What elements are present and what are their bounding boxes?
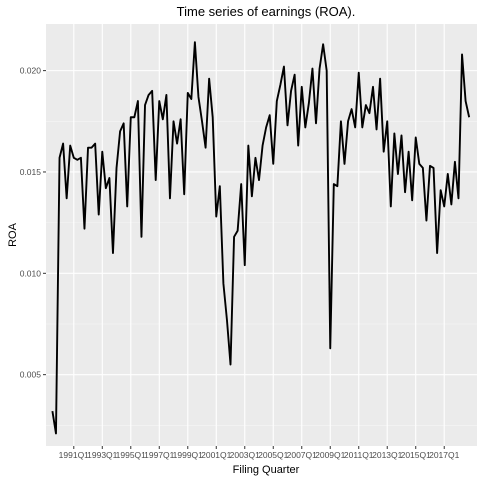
x-tick-label: 2007Q1 xyxy=(287,450,318,460)
chart-title: Time series of earnings (ROA). xyxy=(177,4,356,19)
x-tick-label: 1993Q1 xyxy=(87,450,118,460)
x-tick-label: 1991Q1 xyxy=(59,450,90,460)
y-tick-label: 0.010 xyxy=(20,268,42,278)
x-tick-label: 2017Q1 xyxy=(429,450,460,460)
x-axis-title: Filing Quarter xyxy=(233,464,300,476)
y-axis-title: ROA xyxy=(7,222,19,247)
x-tick-label: 2005Q1 xyxy=(258,450,289,460)
x-tick-label: 2015Q1 xyxy=(401,450,432,460)
series-line xyxy=(51,41,471,435)
x-tick-label: 2013Q1 xyxy=(372,450,403,460)
x-tick-label: 1995Q1 xyxy=(116,450,147,460)
x-tick-label: 2003Q1 xyxy=(230,450,261,460)
x-tick-label: 2009Q1 xyxy=(315,450,346,460)
y-tick-label: 0.015 xyxy=(20,167,42,177)
x-tick-label: 1997Q1 xyxy=(144,450,175,460)
x-tick-label: 1999Q1 xyxy=(173,450,204,460)
x-tick-label: 2011Q1 xyxy=(344,450,374,460)
plot-panel xyxy=(46,24,477,446)
plot-area: 0.0050.0100.0150.0201991Q11993Q11995Q119… xyxy=(20,24,477,460)
x-tick-label: 2001Q1 xyxy=(201,450,232,460)
y-tick-label: 0.020 xyxy=(20,66,42,76)
y-tick-label: 0.005 xyxy=(20,370,42,380)
